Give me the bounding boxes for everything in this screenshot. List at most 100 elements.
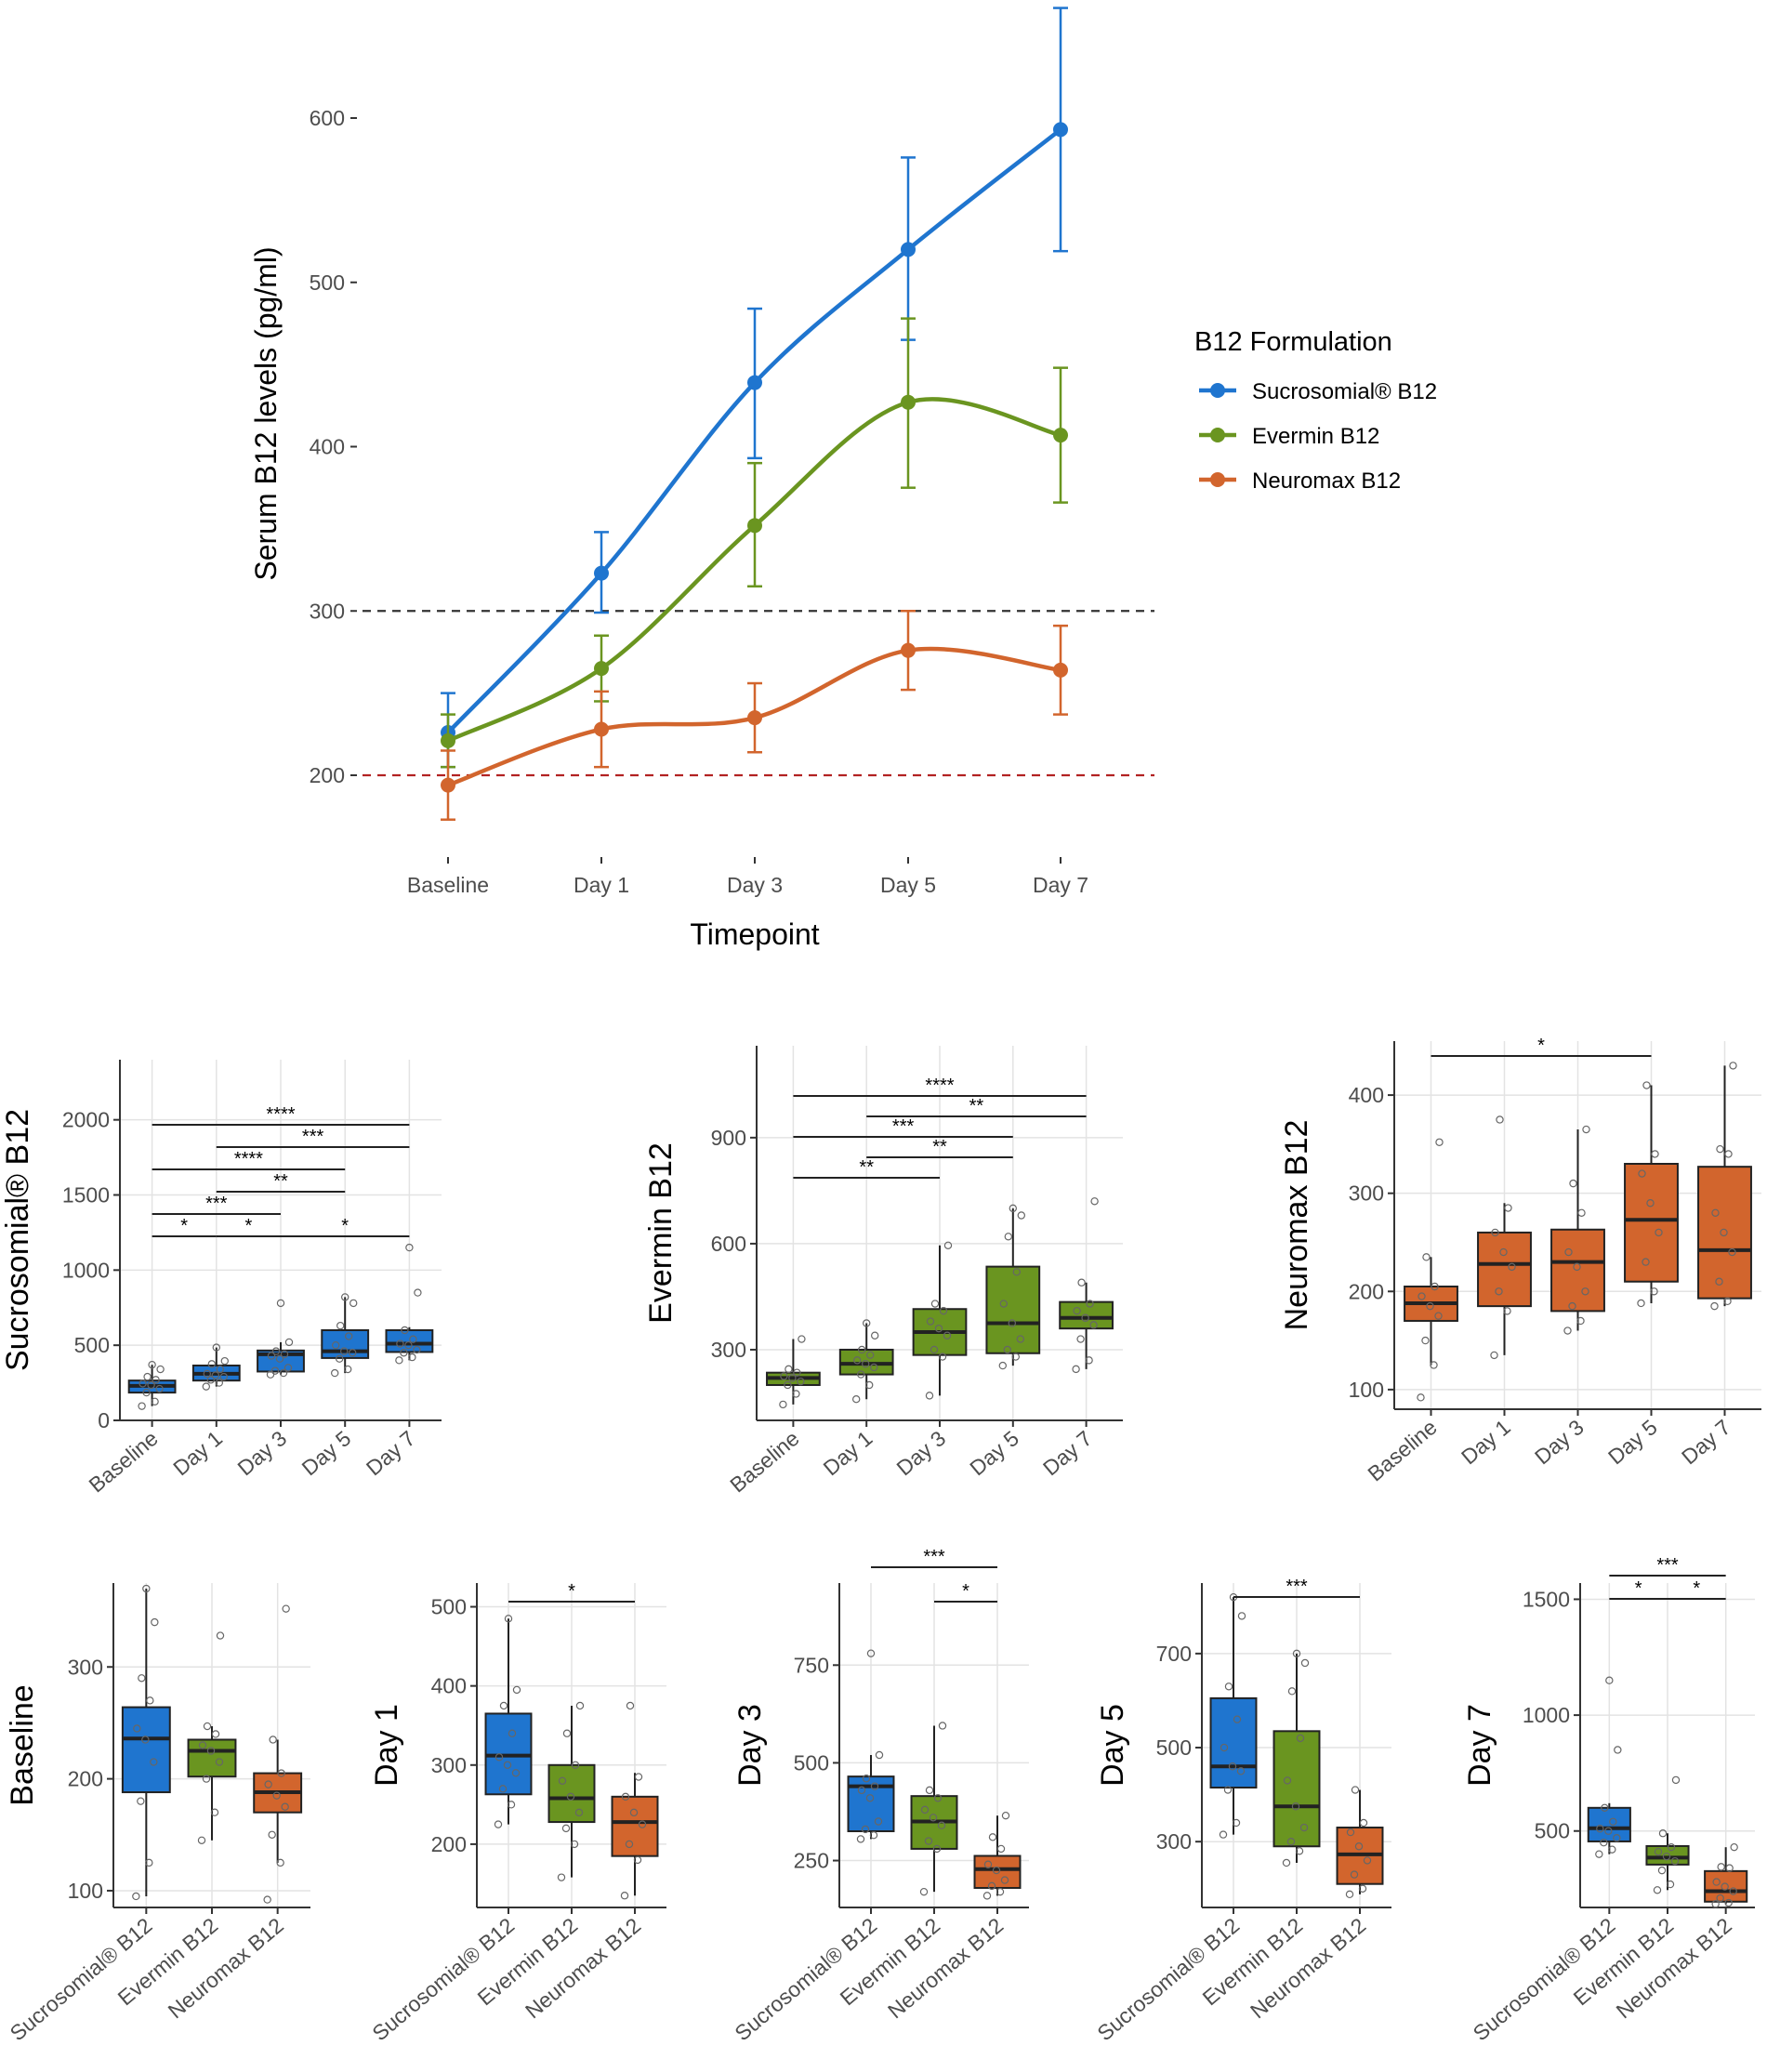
x-tick-label: Neuromax B12 [883,1913,1008,2024]
data-point [332,1340,340,1350]
legend-title: B12 Formulation [1194,327,1392,357]
data-point [1345,1890,1354,1899]
data-point [138,1402,146,1410]
data-point [934,1324,943,1333]
data-point [202,1775,211,1783]
data-point [1496,1115,1504,1124]
data-point [925,1392,934,1400]
y-tick-label: 100 [68,1879,103,1903]
data-point [875,1750,884,1760]
data-point [504,1615,513,1623]
data-point [341,1293,349,1301]
data-point [1421,1336,1430,1345]
y-axis-title: Day 3 [732,1704,768,1787]
box [1587,1806,1631,1842]
data-point [1085,1356,1093,1365]
data-point [1638,1169,1646,1178]
data-point [939,1306,948,1315]
data-point [1604,1827,1613,1835]
x-tick-label: Day 7 [362,1426,420,1481]
boxplot-panel: 100 200 300 400 Baseline Day 1 Day 3 Day 5 Day 7… [1279,1036,1761,1486]
data-point [1716,1894,1724,1903]
box [1059,1300,1114,1330]
data-point [401,1326,409,1335]
data-point [862,1359,870,1368]
data-point [1228,1762,1237,1771]
y-tick-label: 300 [1156,1829,1192,1854]
data-point [633,1855,642,1865]
data-point [1053,122,1068,138]
x-tick-label: Day 3 [727,873,783,897]
x-tick-label: Baseline [725,1426,803,1498]
data-point [267,1352,276,1360]
data-point [932,1844,942,1854]
data-point [395,1356,403,1365]
significance-label: *** [1656,1555,1679,1576]
data-point [151,1617,159,1627]
data-point [146,1696,154,1705]
data-point [215,1379,223,1387]
data-point [634,1773,643,1781]
data-point [1053,662,1068,678]
data-point [275,1354,284,1363]
x-tick-label: Baseline [407,873,489,897]
y-tick-label: 200 [68,1767,103,1791]
data-point [557,1873,566,1881]
data-point [1237,1612,1246,1620]
data-point [937,1821,946,1829]
data-point [629,1808,639,1817]
data-point [1730,1842,1738,1852]
data-point [276,1858,284,1867]
y-tick-label: 300 [310,599,345,623]
data-point [558,1776,567,1786]
data-point [336,1321,345,1330]
y-axis-title: Day 1 [369,1704,404,1787]
data-point [920,1805,930,1815]
y-tick-label: 600 [310,106,345,130]
data-point [865,1794,875,1802]
data-point [1001,1811,1010,1820]
data-point [145,1858,153,1867]
data-point [1569,1179,1577,1188]
boxplot-panel: 300 600 900 Baseline Day 1 Day 3 Day 5 Day 7 Eve… [643,1046,1123,1498]
data-point [571,1761,580,1769]
box [1704,1869,1748,1903]
data-point [345,1332,353,1340]
data-point [1011,1353,1021,1361]
significance-label: **** [266,1104,295,1125]
data-point [901,394,916,410]
data-point [747,710,762,726]
significance-label: **** [234,1149,263,1169]
data-point [1712,1878,1721,1886]
data-point [1346,1828,1355,1837]
data-point [620,1892,629,1900]
data-point [1725,1864,1734,1872]
significance-label: ** [859,1157,874,1178]
x-tick-label: Day 5 [880,873,936,897]
data-point [926,1317,935,1326]
significance-label: *** [1286,1577,1308,1597]
data-point [1008,1319,1017,1327]
data-point [1090,1197,1099,1206]
box [985,1265,1041,1354]
data-point [779,1400,787,1409]
x-tick-label: Day 1 [168,1426,227,1481]
data-point [276,1299,285,1308]
y-tick-label: 700 [1156,1642,1192,1666]
data-point [998,1361,1008,1370]
data-point [925,1786,934,1795]
x-tick-label: Day 1 [819,1426,877,1481]
data-point [1729,1887,1737,1895]
data-point [1232,1818,1241,1828]
legend: B12 Formulation Sucrosomial® B12 Evermin B… [1194,327,1437,494]
data-point [405,1243,414,1252]
data-point [1711,1900,1720,1908]
data-point [1422,1253,1431,1261]
data-point [340,1347,349,1355]
data-point [284,1364,293,1372]
box [1697,1166,1752,1300]
y-axis-title: Evermin B12 [643,1142,679,1324]
